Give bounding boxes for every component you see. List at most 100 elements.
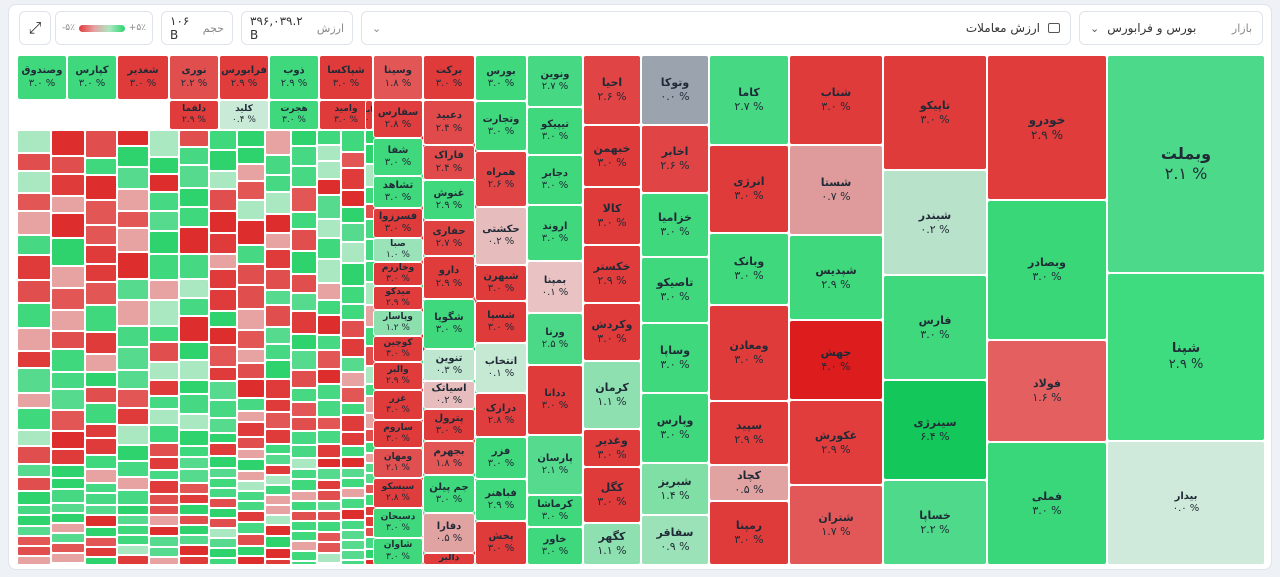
- mini-tile[interactable]: [149, 443, 179, 457]
- mini-tile[interactable]: [265, 505, 291, 515]
- mini-tile[interactable]: [51, 431, 85, 449]
- mini-tile[interactable]: [117, 461, 149, 477]
- mini-tile[interactable]: [179, 380, 209, 394]
- mini-tile[interactable]: [237, 379, 265, 398]
- mini-tile[interactable]: [291, 350, 317, 370]
- mini-tile[interactable]: [341, 338, 365, 357]
- treemap-tile[interactable]: ساروم% ۳.۰: [373, 420, 423, 448]
- mini-tile[interactable]: [265, 525, 291, 536]
- treemap-tile[interactable]: شسپا% ۳.۰: [475, 301, 527, 343]
- mini-tile[interactable]: [317, 315, 341, 335]
- mini-tile[interactable]: [179, 147, 209, 165]
- mini-tile[interactable]: [265, 475, 291, 485]
- mini-tile[interactable]: [17, 303, 51, 328]
- mini-tile[interactable]: [291, 458, 317, 469]
- mini-tile[interactable]: [209, 468, 237, 478]
- mini-tile[interactable]: [149, 505, 179, 515]
- mini-tile[interactable]: [265, 214, 291, 233]
- mini-tile[interactable]: [179, 227, 209, 254]
- treemap-tile[interactable]: کالا% ۳.۰: [583, 187, 641, 245]
- mini-tile[interactable]: [179, 457, 209, 469]
- mini-tile[interactable]: [117, 490, 149, 505]
- mini-tile[interactable]: [17, 408, 51, 430]
- mini-tile[interactable]: [149, 211, 179, 231]
- mini-tile[interactable]: [265, 344, 291, 360]
- treemap-tile[interactable]: تاپیکو% ۳.۰: [883, 55, 987, 170]
- mini-tile[interactable]: [117, 300, 149, 326]
- mini-tile[interactable]: [85, 175, 117, 200]
- mini-tile[interactable]: [117, 505, 149, 515]
- treemap-tile[interactable]: پخش% ۳.۰: [475, 521, 527, 565]
- mini-tile[interactable]: [117, 326, 149, 347]
- mini-tile[interactable]: [265, 559, 291, 565]
- mini-tile[interactable]: [209, 498, 237, 508]
- treemap-tile[interactable]: اخابر% ۲.۶: [641, 125, 709, 193]
- mini-tile[interactable]: [149, 547, 179, 557]
- mini-tile[interactable]: [341, 223, 365, 242]
- mini-tile[interactable]: [51, 465, 85, 478]
- mini-tile[interactable]: [85, 245, 117, 264]
- treemap-tile[interactable]: وخارزم% ۳.۰: [373, 262, 423, 286]
- mini-tile[interactable]: [237, 511, 265, 522]
- mini-tile[interactable]: [317, 130, 341, 145]
- mini-tile[interactable]: [291, 146, 317, 166]
- mini-tile[interactable]: [17, 546, 51, 556]
- treemap-tile[interactable]: خکستر% ۲.۹: [583, 245, 641, 303]
- mini-tile[interactable]: [117, 425, 149, 445]
- treemap-tile[interactable]: ورنا% ۲.۵: [527, 313, 583, 365]
- treemap-tile[interactable]: وبملت% ۲.۱: [1107, 55, 1265, 273]
- mini-tile[interactable]: [317, 283, 341, 300]
- mini-tile[interactable]: [265, 290, 291, 305]
- mini-tile[interactable]: [51, 513, 85, 523]
- mini-tile[interactable]: [17, 368, 51, 393]
- treemap-tile[interactable]: وکردش% ۳.۰: [583, 303, 641, 361]
- treemap-tile[interactable]: شتران% ۱.۷: [789, 485, 883, 565]
- mini-tile[interactable]: [291, 229, 317, 251]
- mini-tile[interactable]: [341, 372, 365, 387]
- mini-tile[interactable]: [209, 418, 237, 433]
- treemap-tile[interactable]: احیا% ۲.۶: [583, 55, 641, 125]
- treemap-tile[interactable]: صبا% ۱.۰: [373, 238, 423, 262]
- mini-tile[interactable]: [117, 445, 149, 461]
- treemap-tile[interactable]: انتخاب% ۰.۱: [475, 343, 527, 393]
- mini-tile[interactable]: [149, 326, 179, 342]
- mini-tile[interactable]: [341, 357, 365, 372]
- mini-tile[interactable]: [51, 331, 85, 349]
- mini-tile[interactable]: [341, 415, 365, 432]
- treemap-tile[interactable]: شپدیس% ۲.۹: [789, 235, 883, 320]
- metric-select[interactable]: ارزش معاملات ⌄: [361, 11, 1071, 45]
- mini-tile[interactable]: [117, 347, 149, 370]
- mini-tile[interactable]: [117, 555, 149, 565]
- treemap-tile[interactable]: فاراک% ۲.۴: [423, 145, 475, 180]
- mini-tile[interactable]: [237, 481, 265, 491]
- mini-tile[interactable]: [237, 181, 265, 200]
- mini-tile[interactable]: [265, 399, 291, 412]
- mini-tile[interactable]: [17, 515, 51, 526]
- treemap-tile[interactable]: فرابورس% ۲.۹: [219, 55, 269, 100]
- mini-tile[interactable]: [179, 279, 209, 298]
- mini-tile[interactable]: [51, 389, 85, 410]
- mini-tile[interactable]: [17, 491, 51, 505]
- treemap-tile[interactable]: کلید% ۰.۴: [219, 100, 269, 130]
- treemap-tile[interactable]: وپارس% ۳.۰: [641, 393, 709, 463]
- mini-tile[interactable]: [149, 280, 179, 300]
- treemap-tile[interactable]: فولاد% ۱.۶: [987, 340, 1107, 442]
- mini-tile[interactable]: [341, 488, 365, 498]
- mini-tile[interactable]: [291, 561, 317, 565]
- mini-tile[interactable]: [317, 563, 341, 565]
- treemap-tile[interactable]: شبهرن% ۳.۰: [475, 265, 527, 301]
- mini-tile[interactable]: [291, 521, 317, 531]
- mini-tile[interactable]: [341, 286, 365, 304]
- mini-tile[interactable]: [209, 345, 237, 367]
- mini-tile[interactable]: [209, 443, 237, 456]
- mini-tile[interactable]: [117, 545, 149, 555]
- mini-tile[interactable]: [291, 551, 317, 561]
- treemap-tile[interactable]: دارو% ۲.۹: [423, 256, 475, 299]
- mini-tile[interactable]: [341, 432, 365, 446]
- treemap-tile[interactable]: تشاهد% ۳.۰: [373, 176, 423, 208]
- mini-tile[interactable]: [179, 254, 209, 279]
- mini-tile[interactable]: [51, 449, 85, 465]
- mini-tile[interactable]: [117, 167, 149, 189]
- treemap-tile[interactable]: کپارس% ۳.۰: [67, 55, 117, 100]
- mini-tile[interactable]: [149, 409, 179, 425]
